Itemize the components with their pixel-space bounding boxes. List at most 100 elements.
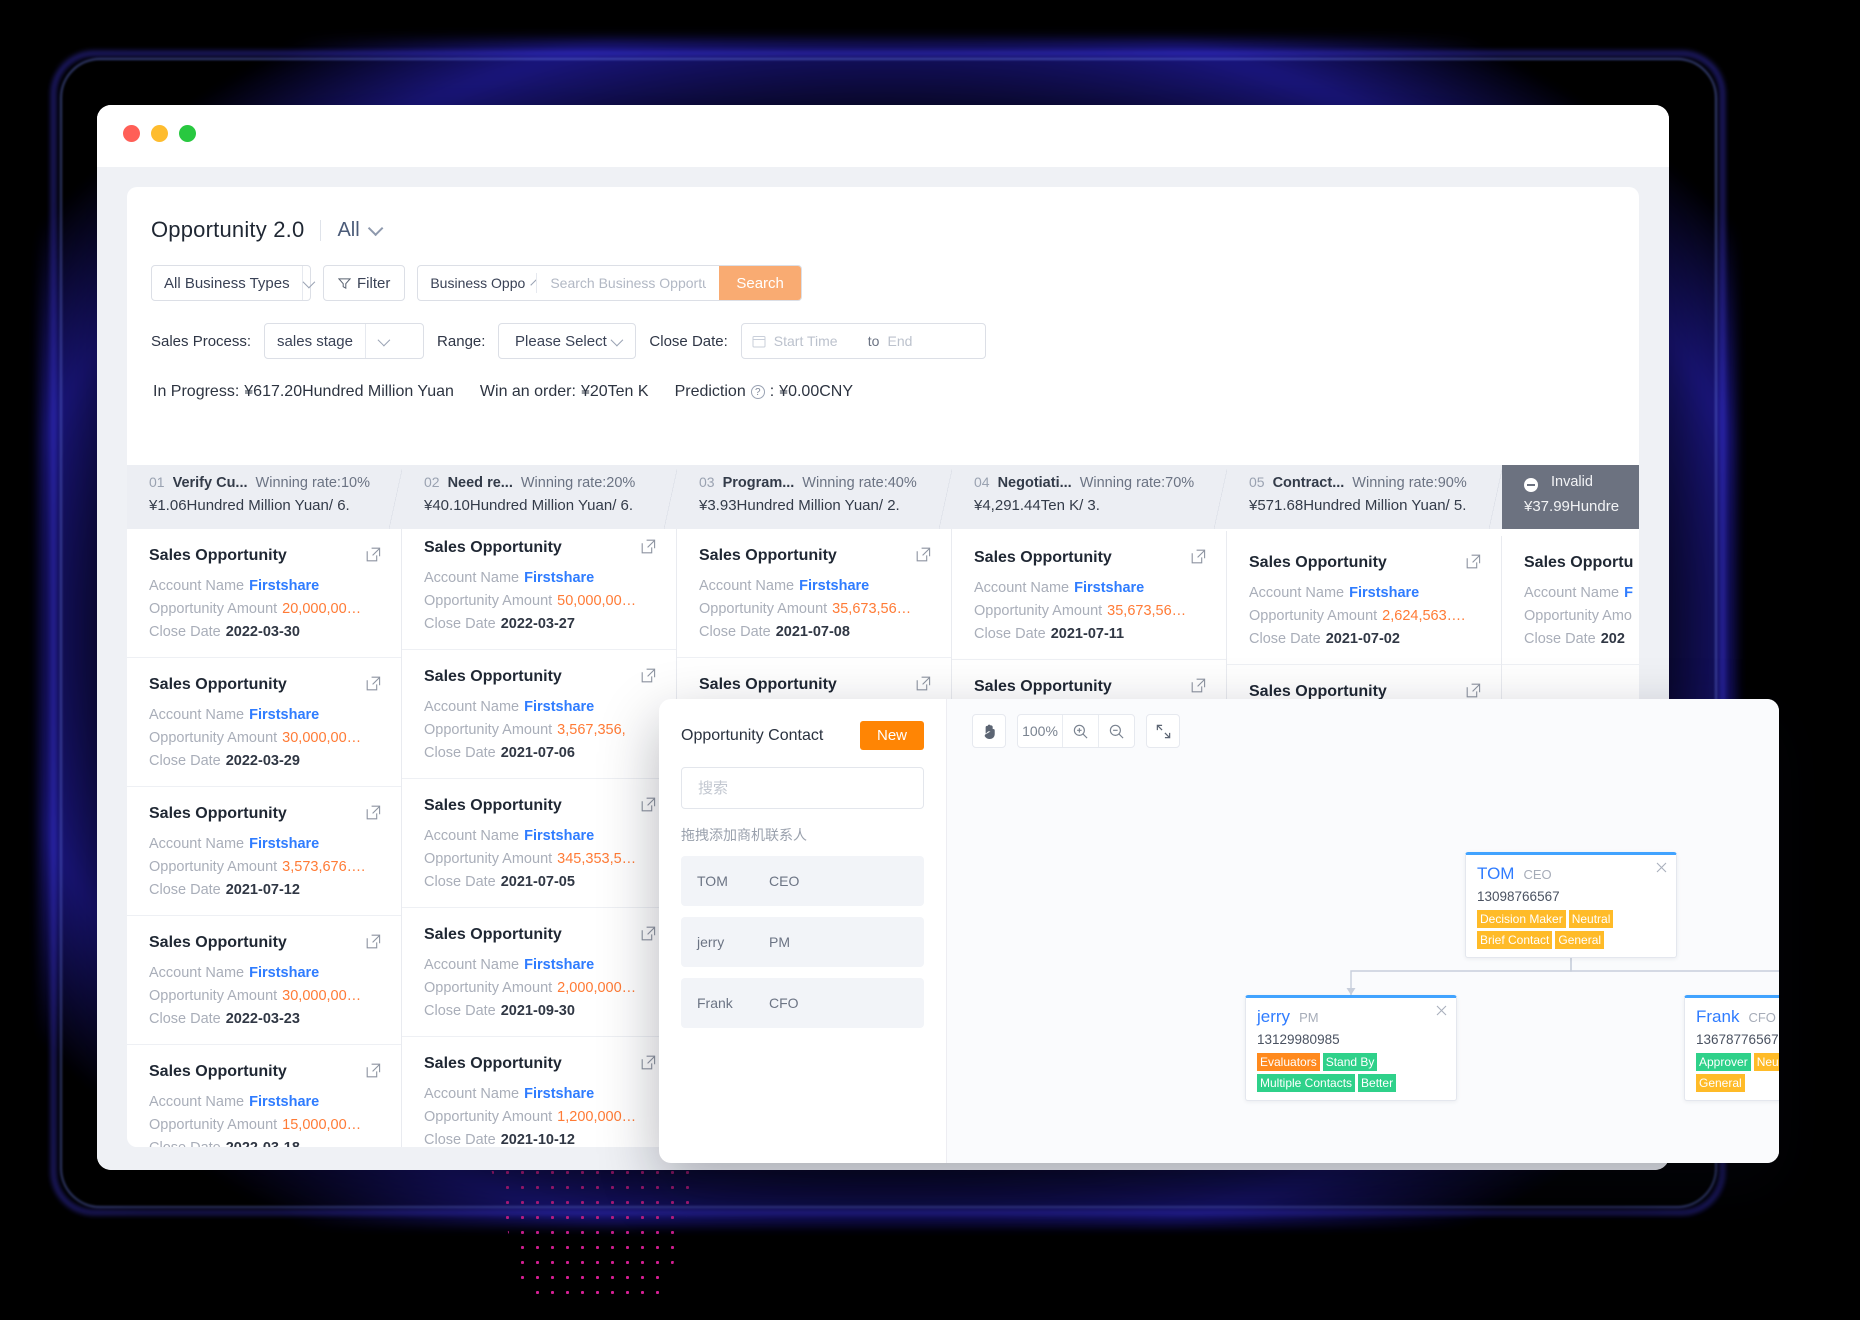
edit-icon[interactable] (641, 668, 656, 683)
close-icon[interactable] (1435, 1004, 1448, 1017)
org-node-phone: 13678776567 (1696, 1032, 1779, 1047)
zoom-in-button[interactable] (1062, 715, 1098, 747)
fit-screen-button[interactable] (1146, 714, 1180, 748)
kanban-stage-header[interactable]: 03 Program... Winning rate:40% ¥3.93Hundred… (677, 465, 953, 529)
card-date-label: Close Date (424, 874, 496, 890)
contact-list-item[interactable]: Frank CFO (681, 978, 924, 1028)
edit-icon[interactable] (366, 934, 381, 949)
page-title: Opportunity 2.0 (151, 217, 305, 242)
business-type-select[interactable]: All Business Types (151, 265, 315, 301)
help-icon[interactable]: ? (750, 385, 765, 399)
kanban-stage-header[interactable]: 04 Negotiati... Winning rate:70% ¥4,291.44T… (952, 465, 1228, 529)
card-amount-label: Opportunity Amount (149, 988, 278, 1004)
org-node-jerry[interactable]: jerry PM 13129980985 Evaluators Stand By Mult… (1245, 995, 1457, 1102)
search-button[interactable]: Search (719, 266, 801, 300)
minimize-window-button[interactable] (151, 125, 168, 142)
kanban-stage-header[interactable]: 02 Need re... Winning rate:20% ¥40.10Hundre… (402, 465, 678, 529)
card-amount-label: Opportunity Amount (424, 980, 553, 996)
close-icon[interactable] (1655, 861, 1668, 874)
card-amount-value: 345,353,5… (557, 851, 637, 867)
card-amount-row: Opportunity Amount 50,000,00… (424, 593, 654, 609)
card-title: Sales Opportunity (1249, 683, 1387, 700)
card-amount-row: Opportunity Amount 2,000,000… (424, 980, 654, 996)
org-node-frank[interactable]: Frank CFO 13678776567 ApproverNeutralBrief … (1684, 995, 1779, 1102)
view-selector[interactable]: All (337, 219, 384, 242)
range-select[interactable]: Please Select (498, 323, 637, 359)
org-node-role: CFO (1748, 1010, 1776, 1025)
opportunity-card[interactable]: Sales Opportu Account Name F Opportunity Am… (1502, 536, 1639, 665)
card-account-value: Firstshare (249, 965, 320, 981)
edit-icon[interactable] (1191, 678, 1206, 693)
zoom-out-button[interactable] (1098, 715, 1134, 747)
edit-icon[interactable] (1466, 554, 1481, 569)
stage-number: 05 (1249, 474, 1265, 490)
search-group: Business Oppo Search (417, 265, 802, 301)
traffic-lights (123, 125, 196, 142)
new-contact-button[interactable]: New (859, 721, 924, 750)
range-value: Please Select (515, 332, 607, 350)
edit-icon[interactable] (916, 676, 931, 691)
edit-icon[interactable] (1191, 549, 1206, 564)
filter-button[interactable]: Filter (323, 265, 406, 301)
edit-icon[interactable] (366, 547, 381, 562)
end-time-input[interactable] (887, 333, 974, 349)
card-date-row: Close Date 2021-07-12 (149, 882, 379, 898)
card-account-row: Account Name F (1524, 585, 1639, 601)
contact-list-item[interactable]: jerry PM (681, 917, 924, 967)
stage-name: Contract... (1272, 475, 1345, 491)
card-date-value: 2022-03-18 (226, 1140, 300, 1147)
card-title: Sales Opportunity (149, 934, 287, 951)
contact-tag: Stand By (1322, 1053, 1378, 1072)
search-input[interactable] (537, 266, 720, 300)
org-node-tom[interactable]: TOM CEO 13098766567 Decision Maker Neutral Br… (1465, 852, 1677, 959)
card-amount-label: Opportunity Amount (424, 593, 553, 609)
kanban-stage-header[interactable]: Invalid ¥37.99Hundre (1502, 465, 1639, 529)
card-date-label: Close Date (149, 624, 221, 640)
org-node-role: PM (1299, 1010, 1319, 1025)
contact-search-input[interactable] (681, 767, 924, 809)
stat-label: In Progress: (153, 383, 240, 400)
maximize-window-button[interactable] (179, 125, 196, 142)
search-scope-select[interactable]: Business Oppo (418, 266, 537, 300)
edit-icon[interactable] (366, 1063, 381, 1078)
edit-icon[interactable] (641, 797, 656, 812)
pan-tool-button[interactable] (972, 714, 1006, 748)
contact-list-item[interactable]: TOM CEO (681, 856, 924, 906)
edit-icon[interactable] (641, 539, 656, 554)
sales-process-select[interactable]: sales stage (264, 323, 425, 359)
start-time-input[interactable] (773, 333, 860, 349)
org-chart-canvas[interactable]: TOM CEO 13098766567 Decision Maker Neutral Br… (947, 699, 1779, 1163)
edit-icon[interactable] (641, 926, 656, 941)
close-date-range[interactable]: to (740, 323, 986, 359)
edit-icon[interactable] (366, 676, 381, 691)
card-account-value: F (1624, 585, 1633, 601)
stage-summary: ¥4,291.44Ten K/ 3. (974, 497, 1100, 514)
contact-tag: Neutral (1753, 1053, 1779, 1072)
edit-icon[interactable] (916, 547, 931, 562)
edit-icon[interactable] (366, 805, 381, 820)
edit-icon[interactable] (641, 1055, 656, 1070)
close-window-button[interactable] (123, 125, 140, 142)
card-amount-row: Opportunity Amount 15,000,00… (149, 1117, 379, 1133)
kanban-stage-header[interactable]: 05 Contract... Winning rate:90% ¥571.68Hund… (1227, 465, 1503, 529)
edit-icon[interactable] (1466, 683, 1481, 698)
search-divider (536, 273, 538, 293)
stage-number: 01 (149, 474, 165, 490)
kanban-stage-header[interactable]: 01 Verify Cu... Winning rate:10% ¥1.06Hundr… (127, 465, 403, 529)
